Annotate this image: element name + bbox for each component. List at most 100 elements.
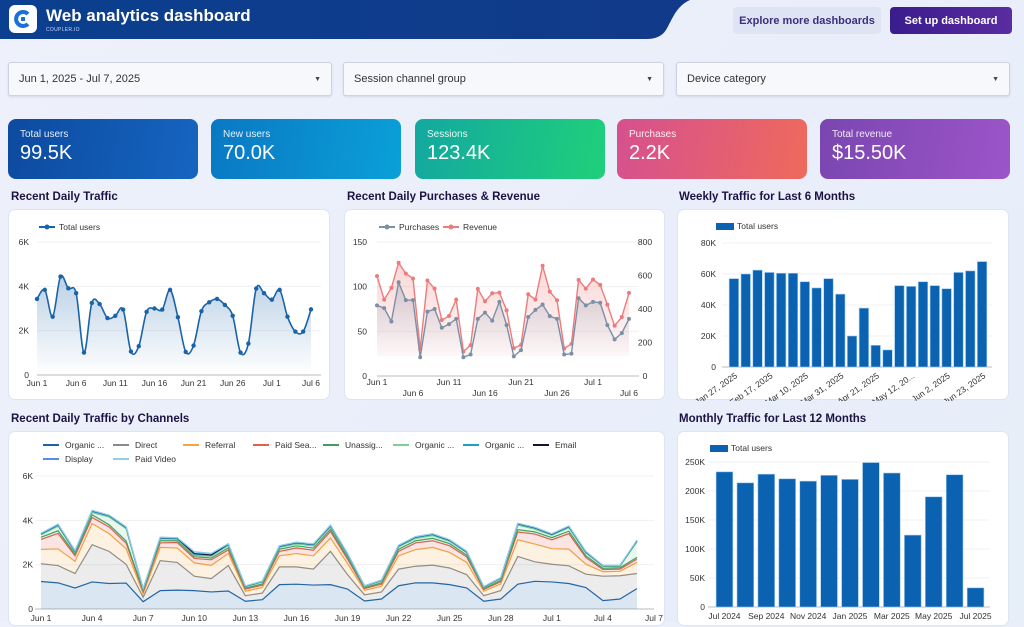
channels-traffic-chart: 0 2K 4K 6K Organic ... Direct Referral Paid Sea… xyxy=(8,431,665,626)
data-point xyxy=(382,297,387,302)
y-tick-label: 40K xyxy=(701,300,716,310)
x-tick-label: Jun 6 xyxy=(66,378,87,388)
legend-label: Total users xyxy=(59,222,100,232)
bar xyxy=(925,496,943,608)
bar xyxy=(862,462,880,608)
data-point xyxy=(598,300,603,305)
kpi-card: Purchases 2.2K xyxy=(617,119,807,179)
legend-label: Purchases xyxy=(399,222,439,232)
legend-label: Total users xyxy=(737,221,778,231)
data-point xyxy=(504,323,509,328)
data-point xyxy=(555,298,559,303)
bar xyxy=(820,475,838,608)
data-point xyxy=(583,286,588,291)
x-tick-label: Jul 1 xyxy=(543,613,561,623)
series-line xyxy=(40,522,638,596)
bar xyxy=(977,261,988,368)
y-tick-label: 0 xyxy=(362,371,367,381)
y-tick-label: 0 xyxy=(711,362,716,372)
x-tick-label: Jul 1 xyxy=(263,378,281,388)
date-range-filter[interactable]: Jun 1, 2025 - Jul 7, 2025 ▼ xyxy=(8,62,332,96)
bar xyxy=(728,278,739,368)
data-point xyxy=(461,355,466,360)
x-tick-label: Jun 1 xyxy=(31,613,52,623)
y-tick-label-right: 800 xyxy=(638,237,652,247)
bar xyxy=(966,587,985,608)
data-point xyxy=(439,318,444,323)
x-tick-label: Nov 2024 xyxy=(790,611,827,621)
data-point xyxy=(411,298,415,303)
y-tick-label: 50K xyxy=(690,573,705,583)
device-category-filter[interactable]: Device category ▼ xyxy=(676,62,1010,96)
data-point xyxy=(81,350,87,355)
legend-label: Unassig... xyxy=(345,440,383,450)
data-point xyxy=(199,308,204,314)
explore-dashboards-button[interactable]: Explore more dashboards xyxy=(733,7,881,34)
data-point xyxy=(454,297,459,302)
bar xyxy=(776,272,787,368)
bar xyxy=(883,472,901,608)
data-point xyxy=(58,274,63,279)
bar xyxy=(847,335,858,368)
data-point xyxy=(191,343,196,348)
y-tick-label: 100 xyxy=(353,282,367,292)
x-tick-label: Jun 19 xyxy=(335,613,361,623)
y-tick-label-right: 0 xyxy=(643,371,648,381)
caret-down-icon: ▼ xyxy=(992,75,999,83)
session-channel-filter[interactable]: Session channel group ▼ xyxy=(343,62,664,96)
data-point xyxy=(300,329,306,334)
legend-swatch xyxy=(710,445,728,452)
data-point xyxy=(183,349,188,355)
data-point xyxy=(403,271,408,276)
y-tick-label: 4K xyxy=(19,281,30,291)
x-tick-label: Jun 22 xyxy=(386,613,412,623)
daily-traffic-chart: 0 2K 4K 6K Total users Jun 1 Jun 6 Jun 11 Jun 16… xyxy=(8,209,330,400)
data-point xyxy=(533,297,538,302)
data-point xyxy=(105,315,110,321)
bar xyxy=(841,479,859,608)
data-point xyxy=(475,286,480,291)
series-line xyxy=(40,513,638,593)
section-title: Recent Daily Traffic by Channels xyxy=(11,413,190,425)
y-tick-label: 20K xyxy=(701,331,716,341)
bar xyxy=(835,293,846,368)
data-point xyxy=(490,318,495,323)
setup-dashboard-button[interactable]: Set up dashboard xyxy=(890,7,1012,34)
data-point xyxy=(214,296,220,302)
purchases-revenue-chart: 0 50 100 150 0 200 400 600 800 Purchases Revenue Ju… xyxy=(344,209,665,400)
y-tick-label: 0 xyxy=(24,370,29,380)
data-point xyxy=(591,277,595,282)
bar xyxy=(715,471,734,608)
data-point xyxy=(475,316,480,321)
data-point xyxy=(389,285,394,290)
y-tick-label: 150K xyxy=(685,515,705,525)
kpi-value: 70.0K xyxy=(223,142,276,164)
bar xyxy=(870,345,881,368)
x-tick-label: Sep 2024 xyxy=(748,611,785,621)
section-title: Recent Daily Traffic xyxy=(11,191,118,203)
data-point xyxy=(533,307,538,312)
data-point xyxy=(34,296,40,302)
series-area xyxy=(377,282,629,358)
bar xyxy=(945,474,964,608)
data-point xyxy=(97,301,102,307)
data-point xyxy=(389,319,394,324)
data-point xyxy=(490,291,495,296)
data-point xyxy=(511,354,516,359)
data-point xyxy=(432,286,437,291)
data-point xyxy=(497,299,502,304)
data-point xyxy=(598,282,603,287)
legend-marker xyxy=(448,224,454,230)
x-tick-label: Jun 28 xyxy=(488,613,514,623)
caret-down-icon: ▼ xyxy=(646,75,653,83)
kpi-card: Total users 99.5K xyxy=(8,119,198,179)
data-point xyxy=(403,298,408,303)
kpi-card: Sessions 123.4K xyxy=(415,119,605,179)
data-point xyxy=(504,308,509,313)
data-point xyxy=(547,289,552,294)
data-point xyxy=(619,315,624,320)
data-point xyxy=(293,329,298,334)
x-tick-label: Jun 16 xyxy=(472,388,498,398)
kpi-card: New users 70.0K xyxy=(211,119,401,179)
series-area xyxy=(41,517,637,594)
